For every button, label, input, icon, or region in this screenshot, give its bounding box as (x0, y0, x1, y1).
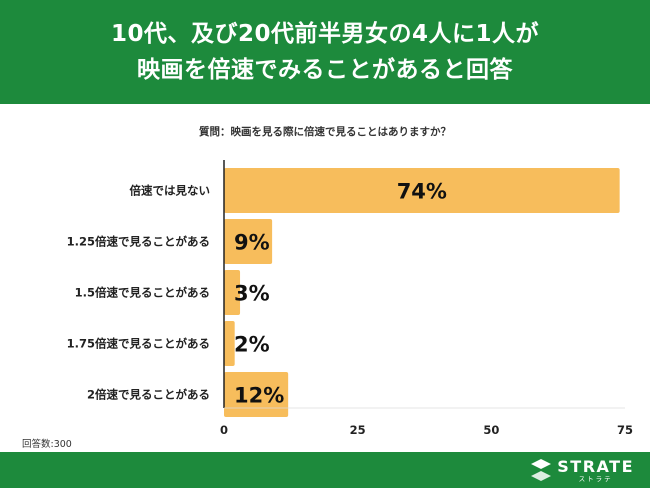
bar-3 (224, 321, 235, 366)
bar-2 (224, 270, 241, 315)
data-label-0: 74% (397, 180, 447, 204)
footer-bar: STRATE ストラテ (0, 452, 650, 488)
respondent-count: 回答数:300 (22, 439, 72, 450)
category-label-4: 2倍速で見ることがある (87, 388, 210, 402)
category-label-1: 1.25倍速で見ることがある (67, 235, 210, 249)
data-label-3: 2% (234, 333, 270, 357)
x-tick-label-1: 25 (350, 423, 366, 437)
brand-kana: ストラテ (578, 474, 613, 483)
category-label-3: 1.75倍速で見ることがある (67, 337, 210, 351)
x-tick-label-2: 50 (483, 423, 499, 437)
brand-name: STRATE (557, 456, 634, 476)
title-line-2: 映画を倍速でみることがあると回答 (137, 57, 513, 83)
bar-0 (224, 168, 620, 213)
x-tick-label-0: 0 (220, 423, 228, 437)
survey-question: 質問：映画を見る際に倍速で見ることはありますか？ (199, 126, 451, 138)
category-label-2: 1.5倍速で見ることがある (75, 286, 210, 300)
category-label-0: 倍速では見ない (130, 184, 211, 198)
title-line-1: 10代、及び20代前半男女の4人に1人が (110, 21, 540, 47)
data-label-2: 3% (234, 282, 270, 306)
bar-chart: 倍速では見ない 74% 1.25倍速で見ることがある 9% 1.5倍速で見ることがある 3… (67, 160, 633, 437)
x-tick-label-3: 75 (617, 423, 633, 437)
bar-4 (224, 372, 289, 417)
data-label-4: 12% (234, 384, 284, 408)
bar-1 (224, 219, 273, 264)
strate-logo-icon (531, 459, 552, 481)
header-banner: 10代、及び20代前半男女の4人に1人が 映画を倍速でみることがあると回答 (0, 0, 650, 104)
data-label-1: 9% (234, 231, 270, 255)
strate-logo: STRATE ストラテ (530, 456, 634, 484)
